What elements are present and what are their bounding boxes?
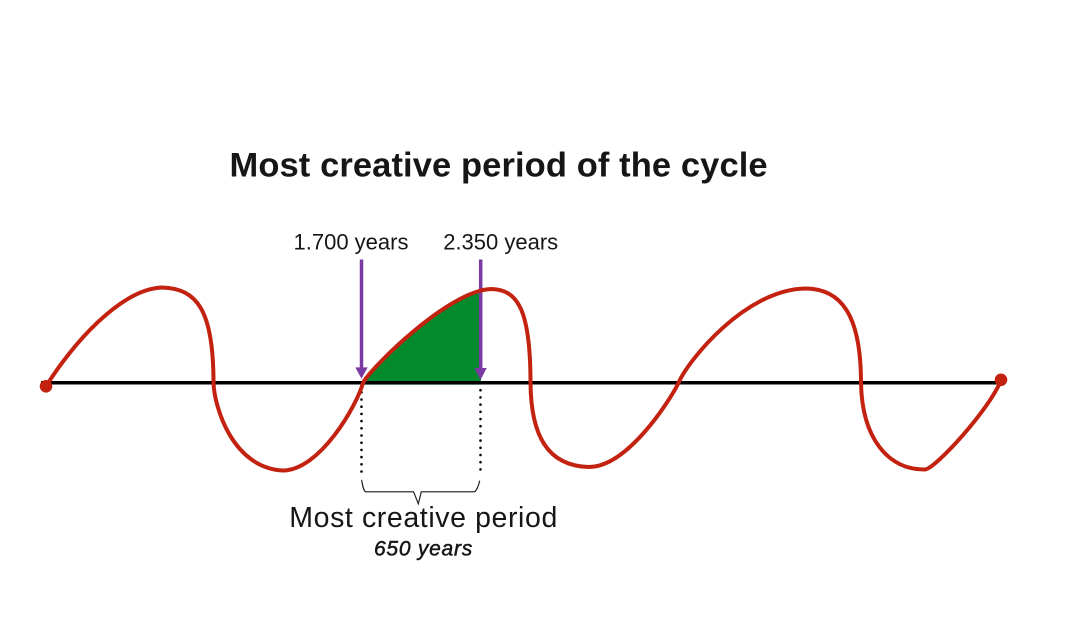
- svg-text:1.700 years: 1.700 years: [294, 230, 409, 255]
- svg-text:Most creative period of the cy: Most creative period of the cycle: [230, 147, 768, 185]
- svg-text:650 years: 650 years: [374, 538, 473, 561]
- svg-text:Most creative period: Most creative period: [289, 502, 558, 534]
- svg-text:2.350 years: 2.350 years: [443, 230, 558, 255]
